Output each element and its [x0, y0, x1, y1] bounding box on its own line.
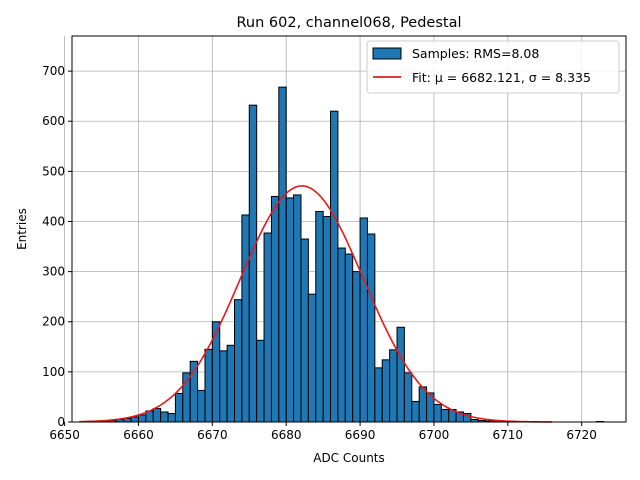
- histogram-bar: [204, 348, 213, 423]
- fit-curve-group: [79, 185, 553, 423]
- histogram-bar: [285, 197, 295, 423]
- histogram-bar: [263, 232, 272, 423]
- y-axis-ticks: 0 100 200 300 400 500 600 700: [42, 64, 72, 429]
- histogram-bar: [381, 359, 391, 423]
- y-axis-label: Entries: [15, 208, 29, 250]
- x-axis-ticks: 6650 6660 6670 6680 6690 6700 6710 6720: [49, 422, 597, 442]
- histogram-bar: [137, 414, 147, 423]
- legend-swatch-samples: [372, 47, 402, 60]
- histogram-bars: [93, 86, 605, 423]
- histogram-bar: [359, 217, 368, 423]
- histogram-bar: [418, 386, 428, 423]
- histogram-bar: [160, 411, 169, 423]
- histogram-bar: [322, 215, 332, 423]
- y-tick-label: 100: [42, 365, 65, 379]
- histogram-bar: [352, 271, 361, 423]
- histogram-bar: [411, 400, 420, 423]
- histogram-bar: [344, 253, 354, 423]
- legend: Samples: RMS=8.08 Fit: μ = 6682.121, σ =…: [366, 40, 620, 94]
- y-tick-label: 400: [42, 214, 65, 228]
- x-tick-label: 6680: [271, 428, 302, 442]
- histogram-bar: [278, 86, 287, 423]
- y-tick-label: 200: [42, 315, 65, 329]
- y-tick-label: 500: [42, 164, 65, 178]
- x-tick-label: 6660: [123, 428, 154, 442]
- histogram-bar: [234, 299, 243, 423]
- histogram-bar: [256, 339, 265, 423]
- histogram-bar: [197, 389, 206, 423]
- x-tick-label: 6670: [197, 428, 228, 442]
- histogram-bar: [226, 344, 236, 423]
- legend-label-fit: Fit: μ = 6682.121, σ = 8.335: [412, 70, 591, 85]
- histogram-bar: [433, 403, 442, 423]
- histogram-bar: [396, 326, 405, 423]
- histogram-bar: [315, 210, 324, 423]
- x-tick-label: 6710: [493, 428, 524, 442]
- x-tick-label: 6650: [49, 428, 80, 442]
- histogram-bar: [167, 412, 176, 423]
- histogram-bar: [174, 392, 184, 423]
- legend-frame: [366, 40, 620, 94]
- histogram-bar: [374, 367, 383, 423]
- histogram-bar: [152, 407, 162, 423]
- histogram-bar: [270, 195, 280, 423]
- histogram-bar: [366, 233, 376, 423]
- histogram-bar: [300, 238, 309, 423]
- histogram-bar: [241, 214, 250, 423]
- histogram-bar: [130, 416, 139, 423]
- x-tick-label: 6700: [419, 428, 450, 442]
- legend-label-samples: Samples: RMS=8.08: [412, 46, 539, 61]
- chart-title: Run 602, channel068, Pedestal: [236, 15, 461, 31]
- x-tick-label: 6720: [566, 428, 597, 442]
- fit-curve: [79, 185, 553, 423]
- histogram-bar: [307, 293, 317, 423]
- histogram-bar: [330, 110, 339, 423]
- histogram-bar: [440, 408, 450, 423]
- histogram-bar: [248, 104, 258, 423]
- y-tick-label: 300: [42, 265, 65, 279]
- histogram-bar: [293, 194, 302, 423]
- x-axis-label: ADC Counts: [313, 451, 385, 465]
- y-tick-label: 600: [42, 114, 65, 128]
- histogram-bar: [389, 349, 398, 423]
- y-tick-label: 0: [57, 415, 65, 429]
- y-tick-label: 700: [42, 64, 65, 78]
- histogram-bar: [219, 350, 228, 423]
- histogram-bar: [403, 372, 413, 423]
- histogram-bar: [337, 247, 346, 423]
- plot-area-frame: [71, 35, 627, 423]
- x-tick-label: 6690: [345, 428, 376, 442]
